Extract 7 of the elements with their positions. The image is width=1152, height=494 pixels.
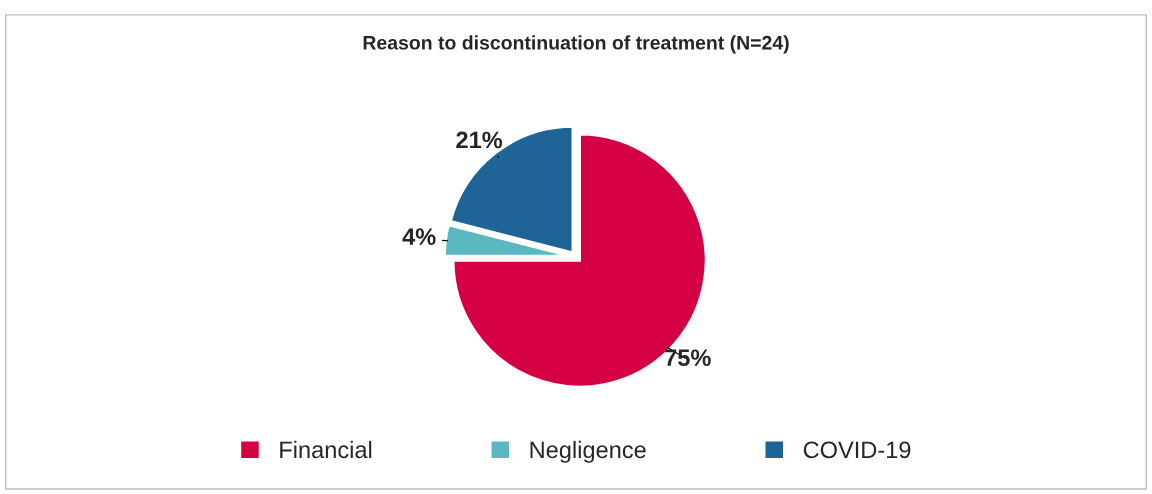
legend-label: Financial (280, 440, 372, 459)
data-label: 4% (402, 228, 436, 245)
data-label: 75% (665, 349, 711, 367)
data-label: 21% (456, 131, 503, 149)
legend-label: Negligence (530, 440, 646, 463)
chart-title: Reason to discontinuation of treatment (N=24) (363, 35, 789, 54)
legend-label: COVID-19 (803, 441, 911, 459)
